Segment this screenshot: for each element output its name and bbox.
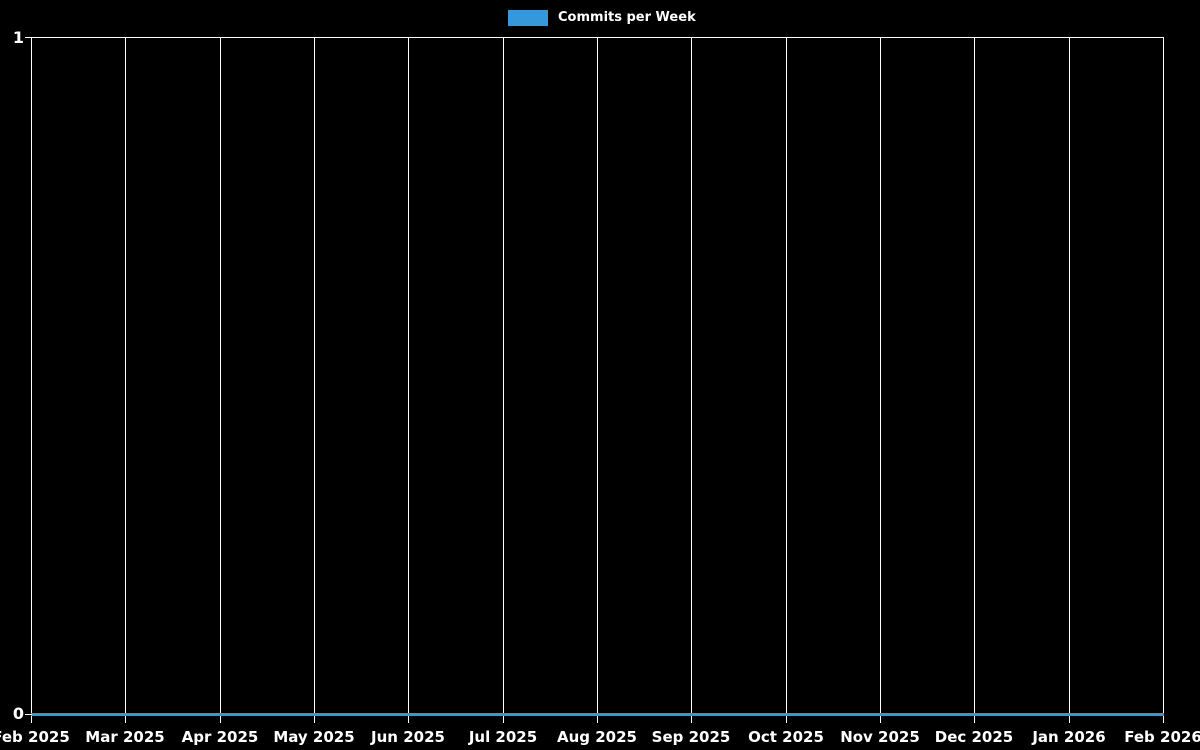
legend-label-commits-per-week: Commits per Week — [558, 10, 696, 25]
xtick-label-feb-2025: Feb 2025 — [0, 728, 70, 746]
gridline-jan-2026 — [1069, 37, 1070, 723]
xtick-label-oct-2025: Oct 2025 — [748, 728, 824, 746]
gridline-feb-2026 — [1163, 37, 1164, 723]
xtick-label-sep-2025: Sep 2025 — [651, 728, 731, 746]
gridline-mar-2025 — [125, 37, 126, 723]
xtick-label-jun-2025: Jun 2025 — [371, 728, 445, 746]
gridline-feb-2025 — [31, 37, 32, 723]
gridline-sep-2025 — [691, 37, 692, 723]
gridline-oct-2025 — [786, 37, 787, 723]
gridline-aug-2025 — [597, 37, 598, 723]
xtick-label-jul-2025: Jul 2025 — [468, 728, 538, 746]
ytick-mark-1 — [25, 37, 32, 38]
xtick-label-jan-2026: Jan 2026 — [1032, 728, 1106, 746]
gridline-dec-2025 — [974, 37, 975, 723]
series-line-commits-per-week — [31, 713, 1164, 716]
gridline-apr-2025 — [220, 37, 221, 723]
ytick-mark-0 — [25, 714, 32, 715]
chart-legend: Commits per Week — [508, 8, 696, 28]
xtick-label-aug-2025: Aug 2025 — [557, 728, 637, 746]
xtick-label-mar-2025: Mar 2025 — [85, 728, 165, 746]
ytick-label-0: 0 — [12, 704, 24, 723]
gridline-may-2025 — [314, 37, 315, 723]
xtick-label-dec-2025: Dec 2025 — [934, 728, 1014, 746]
xtick-label-apr-2025: Apr 2025 — [181, 728, 259, 746]
ytick-label-1: 1 — [12, 28, 24, 47]
legend-swatch-commits-per-week — [508, 10, 548, 26]
gridline-nov-2025 — [880, 37, 881, 723]
xtick-label-feb-2026: Feb 2026 — [1124, 728, 1200, 746]
xtick-label-nov-2025: Nov 2025 — [840, 728, 920, 746]
gridline-jun-2025 — [408, 37, 409, 723]
xtick-label-may-2025: May 2025 — [273, 728, 355, 746]
gridline-jul-2025 — [503, 37, 504, 723]
